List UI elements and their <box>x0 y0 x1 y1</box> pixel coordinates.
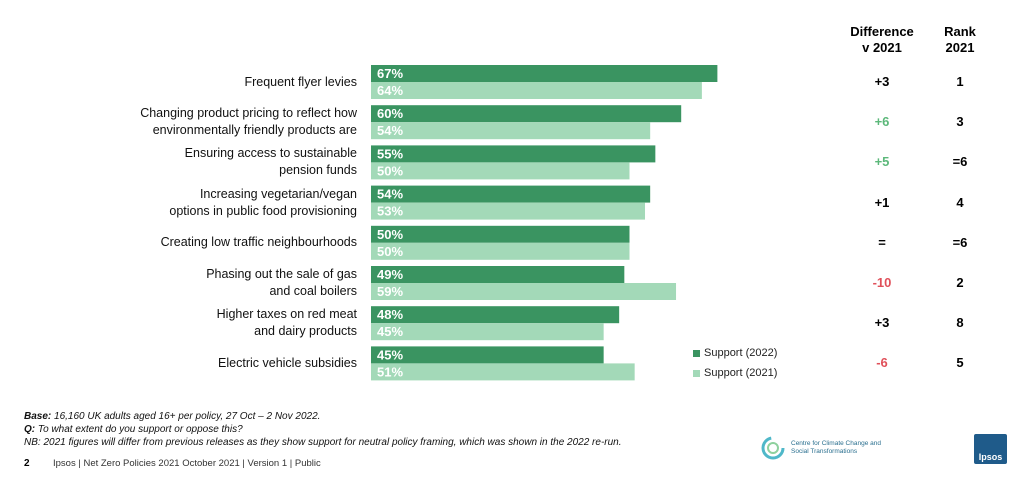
rank-value: 8 <box>956 315 964 331</box>
ipsos-logo: Ipsos <box>974 434 1007 464</box>
bar-2021 <box>371 363 635 381</box>
rank-header-line1: Rank <box>944 24 976 39</box>
footer-question: Q: To what extent do you support or oppo… <box>24 424 243 435</box>
bar-2022 <box>371 266 625 283</box>
page-number: 2 <box>24 458 30 469</box>
data-label-2021: 45% <box>377 324 403 339</box>
rank-header: Rank 2021 <box>932 24 988 56</box>
footer-base-label: Base: <box>24 411 52 422</box>
category-label-line: Phasing out the sale of gas <box>206 267 357 281</box>
bar-2021 <box>371 122 651 140</box>
data-label-2022: 60% <box>377 106 403 121</box>
data-label-2022: 49% <box>377 267 403 282</box>
rank-value: 4 <box>956 194 964 210</box>
data-label-2021: 54% <box>377 123 403 138</box>
data-label-2022: 50% <box>377 227 403 242</box>
category-label-line: Increasing vegetarian/vegan <box>199 186 357 201</box>
category-label-line: and coal boilers <box>269 284 357 298</box>
ccc-ring-icon <box>761 436 785 460</box>
difference-header-line2: v 2021 <box>862 40 902 55</box>
category-label: Higher taxes on red meat and dairy produc… <box>57 306 357 340</box>
difference-value: = <box>878 234 886 250</box>
bar-2021 <box>371 162 630 180</box>
footer-question-label: Q: <box>24 424 36 435</box>
category-label-line: Electric vehicle subsidies <box>218 355 357 370</box>
footer-base-text: 16,160 UK adults aged 16+ per policy, 27… <box>51 411 321 422</box>
footer-note: NB: 2021 figures will differ from previo… <box>24 437 622 448</box>
category-label-line: Creating low traffic neighbourhoods <box>160 235 357 250</box>
difference-header: Difference v 2021 <box>838 24 926 56</box>
difference-value: +5 <box>874 154 890 170</box>
category-label: Changing product pricing to reflect how e… <box>57 105 357 139</box>
difference-value: -10 <box>872 275 892 290</box>
bar-2022 <box>371 225 630 243</box>
category-label-line: Changing product pricing to reflect how <box>140 106 357 121</box>
legend-swatch-2022 <box>693 349 700 357</box>
data-label-2022: 45% <box>377 347 403 362</box>
legend-label-2021: Support (2021) <box>704 367 778 379</box>
legend-swatch-2021 <box>693 369 700 377</box>
bar-2021 <box>371 242 630 260</box>
rank-value: 3 <box>956 114 964 130</box>
bar-2022 <box>371 145 656 163</box>
data-label-2021: 59% <box>377 284 403 299</box>
ccc-logo-text: Centre for Climate Change and Social Tra… <box>791 440 881 455</box>
difference-value: +6 <box>874 114 890 130</box>
category-label-line: Frequent flyer levies <box>244 74 357 89</box>
category-label-line: options in public food provisioning <box>169 203 357 218</box>
data-label-2022: 67% <box>377 66 403 81</box>
data-label-2021: 51% <box>377 364 403 379</box>
ipsos-logo-text: Ipsos <box>978 452 1003 462</box>
rank-value: =6 <box>952 154 968 170</box>
legend-item-2021: Support (2021) <box>693 367 777 379</box>
bar-2021 <box>371 82 702 99</box>
data-label-2021: 64% <box>377 83 403 98</box>
category-label-line: Ensuring access to sustainable <box>184 146 357 161</box>
legend-label-2022: Support (2022) <box>704 347 778 359</box>
bar-2022 <box>371 65 718 82</box>
bar-2021 <box>371 283 677 300</box>
difference-value: +1 <box>874 194 890 210</box>
difference-value: +3 <box>874 74 890 89</box>
bar-2022 <box>371 185 651 203</box>
legend-item-2022: Support (2022) <box>693 347 777 359</box>
category-label: Creating low traffic neighbourhoods <box>57 234 357 251</box>
category-label: Frequent flyer levies <box>57 74 357 91</box>
data-label-2022: 48% <box>377 307 403 322</box>
category-label: Ensuring access to sustainable pension fu… <box>57 145 357 179</box>
bar-2022 <box>371 306 620 324</box>
footer-base: Base: 16,160 UK adults aged 16+ per poli… <box>24 411 320 422</box>
data-label-2021: 50% <box>377 244 403 259</box>
category-label: Electric vehicle subsidies <box>57 355 357 372</box>
category-label: Increasing vegetarian/vegan options in pu… <box>57 186 357 220</box>
bar-2022 <box>371 105 682 123</box>
data-label-2021: 53% <box>377 204 403 219</box>
category-label-line: and dairy products <box>254 324 357 339</box>
category-label-line: pension funds <box>279 163 357 178</box>
rank-value: 1 <box>956 74 964 89</box>
difference-header-line1: Difference <box>850 24 914 39</box>
category-label: Phasing out the sale of gas and coal boil… <box>57 266 357 300</box>
rank-value: =6 <box>952 234 968 250</box>
rank-header-line2: 2021 <box>945 40 975 55</box>
bar-2021 <box>371 202 646 220</box>
data-label-2021: 50% <box>377 163 403 178</box>
footer-question-text: To what extent do you support or oppose … <box>35 424 243 435</box>
rank-value: 5 <box>956 355 964 371</box>
difference-value: -6 <box>876 355 888 371</box>
footer-meta: Ipsos | Net Zero Policies 2021 October 2… <box>53 458 321 469</box>
category-label-line: Higher taxes on red meat <box>216 307 357 322</box>
bar-2022 <box>371 346 604 364</box>
category-label-line: environmentally friendly products are <box>152 123 357 138</box>
bar-2021 <box>371 323 604 341</box>
rank-value: 2 <box>956 275 964 290</box>
ccc-logo: Centre for Climate Change and Social Tra… <box>760 435 881 461</box>
data-label-2022: 54% <box>377 187 403 202</box>
difference-value: +3 <box>874 315 890 331</box>
data-label-2022: 55% <box>377 146 403 161</box>
